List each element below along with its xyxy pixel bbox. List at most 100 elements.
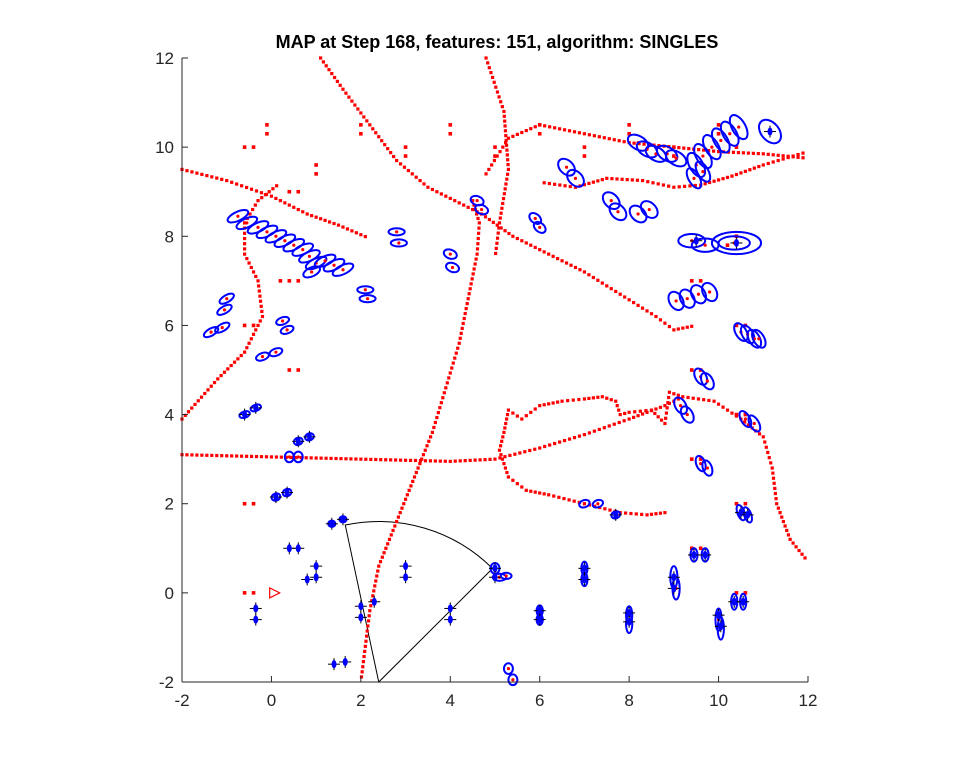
landmark-point [730,411,734,415]
landmark-point [418,178,422,183]
feature-center [506,667,511,671]
landmark-point [395,519,399,524]
cross-marker [399,571,412,584]
landmark-point [364,639,368,643]
feature-center [582,502,587,506]
landmark-point [438,406,442,410]
feature-ellipse [279,324,295,335]
landmark-point [572,499,576,503]
landmark-point [582,397,587,401]
landmark-point [389,150,393,155]
landmark-point [206,388,210,392]
cross-marker [714,620,727,633]
landmark-point [412,475,417,479]
landmark-point [265,123,269,127]
landmark-point [371,127,375,131]
cross-marker [690,234,703,247]
feature-center [274,350,278,354]
landmark-point [587,133,591,137]
landmark-point [443,459,447,463]
landmark-point [200,172,204,176]
landmark-point [623,411,627,416]
landmark-point [645,309,649,313]
cross-marker [712,609,725,622]
landmark-point [253,203,257,207]
landmark-point [577,131,582,135]
landmark-point [781,157,785,161]
feature-ellipse [502,662,514,675]
feature-ellipse [557,157,576,177]
landmark-point [499,226,503,230]
landmark-point [663,404,667,408]
landmark-point [761,435,765,439]
landmark-point [602,426,606,430]
landmark-point [618,412,622,417]
landmark-point [582,145,587,149]
landmark-point [500,457,505,461]
landmark-point [473,458,477,462]
landmark-point [797,548,801,553]
landmark-point [603,507,607,511]
landmark-point [630,178,634,182]
cross-blob [313,573,319,582]
landmark-point [196,399,200,403]
landmark-point [471,272,475,276]
landmark-point [640,512,644,517]
landmark-point [225,178,229,183]
feature-ellipse [710,127,731,154]
feature-center [301,248,305,252]
landmark-point [243,252,247,256]
feature-ellipse [442,248,458,260]
landmark-point [256,199,260,203]
landmark-point [734,172,739,177]
feature-ellipse [664,149,688,168]
landmark-point [363,235,367,239]
landmark-point [469,282,473,286]
landmark-point [562,497,566,501]
cross-marker [249,401,262,414]
landmark-point [767,456,771,460]
feature-center [674,156,678,160]
feature-center [363,288,367,292]
landmark-point [518,451,522,455]
landmark-point [244,454,249,458]
landmark-point [254,454,259,459]
landmark-point [495,236,500,240]
cross-blob [342,657,348,666]
cross-blob [284,488,290,497]
landmark-point [567,498,571,502]
landmark-point [423,448,427,452]
landmark-point [377,135,381,139]
landmark-point [520,239,524,243]
cross-blob [492,564,498,573]
feature-ellipse [469,194,485,207]
landmark-point [548,125,552,129]
landmark-point [597,427,601,432]
landmark-point [721,405,725,409]
feature-ellipse [719,120,740,147]
landmark-point [773,491,778,496]
feature-center [283,239,287,243]
landmark-point [215,176,219,180]
cross-marker [249,613,262,626]
landmark-point [354,231,358,235]
cross-blob [358,602,364,611]
cross-blob [253,615,259,624]
landmark-point [609,287,613,291]
landmark-point [287,203,291,207]
landmark-point [409,484,413,488]
landmark-point [477,226,481,230]
landmark-point [500,105,504,109]
landmark-point [384,458,388,462]
landmark-point [533,125,537,129]
landmark-point [763,440,767,444]
landmark-point [476,216,480,221]
landmark-point [702,398,706,402]
landmark-point [372,589,376,593]
landmark-point [771,471,775,475]
landmark-point [210,453,214,458]
feature-center [260,355,265,359]
landmark-point [682,146,686,150]
landmark-point [725,175,730,179]
landmark-point [442,391,446,395]
